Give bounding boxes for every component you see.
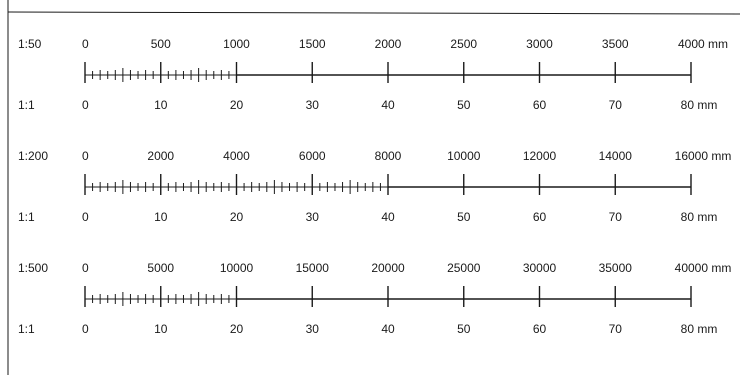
bottom-tick-label: 10 [154, 98, 168, 112]
top-tick-label: 12000 [523, 149, 557, 163]
top-tick-label: 40000 mm [675, 261, 732, 275]
bottom-tick-label: 30 [306, 322, 320, 336]
bottom-tick-label: 40 [381, 210, 395, 224]
ratio-label: 1:200 [18, 149, 48, 163]
top-tick-label: 1500 [299, 37, 326, 51]
bottom-tick-label: 60 [533, 98, 547, 112]
base-ratio-label: 1:1 [18, 210, 35, 224]
top-tick-label: 500 [151, 37, 171, 51]
top-tick-label: 4000 mm [678, 37, 728, 51]
frame-top-border [7, 11, 740, 15]
bottom-tick-label: 50 [457, 210, 471, 224]
bottom-tick-label: 50 [457, 322, 471, 336]
top-tick-label: 0 [82, 149, 89, 163]
top-tick-label: 3000 [526, 37, 553, 51]
top-tick-label: 1000 [223, 37, 250, 51]
top-tick-label: 0 [82, 261, 89, 275]
scales-group: 1:501:10 500 1000 1500 2000 2500 3000 3500 4000 … [18, 37, 731, 336]
bottom-tick-label: 60 [533, 210, 547, 224]
top-tick-label: 5000 [147, 261, 174, 275]
top-tick-label: 15000 [296, 261, 330, 275]
bottom-tick-label: 0 [82, 210, 89, 224]
bottom-tick-label: 40 [381, 98, 395, 112]
scale-block-2: 1:200 1:1 0 2000 4000 6000 8000 10000 12000 14000… [18, 149, 731, 224]
bottom-tick-label: 70 [609, 322, 623, 336]
top-tick-label: 10000 [220, 261, 254, 275]
bottom-tick-label: 30 [306, 98, 320, 112]
bottom-tick-label: 0 [82, 322, 89, 336]
bottom-tick-label: 30 [306, 210, 320, 224]
bottom-tick-label: 80 mm [681, 210, 718, 224]
bottom-tick-label: 80 mm [681, 322, 718, 336]
bottom-tick-label: 0 [82, 98, 89, 112]
scale-block-1: 1:501:10 500 1000 1500 2000 2500 3000 3500 4000 … [18, 37, 728, 112]
bottom-tick-label: 20 [230, 98, 244, 112]
bottom-tick-label: 70 [609, 210, 623, 224]
top-tick-label: 2500 [450, 37, 477, 51]
top-tick-label: 2000 [375, 37, 402, 51]
bottom-tick-label: 10 [154, 210, 168, 224]
top-tick-label: 14000 [599, 149, 633, 163]
top-tick-label: 8000 [375, 149, 402, 163]
bottom-tick-label: 10 [154, 322, 168, 336]
top-tick-label: 30000 [523, 261, 557, 275]
top-tick-label: 35000 [599, 261, 633, 275]
top-tick-label: 4000 [223, 149, 250, 163]
bottom-tick-label: 80 mm [681, 98, 718, 112]
bottom-tick-label: 20 [230, 322, 244, 336]
bottom-tick-label: 20 [230, 210, 244, 224]
bottom-tick-label: 60 [533, 322, 547, 336]
top-tick-label: 25000 [447, 261, 481, 275]
ratio-label: 1:50 [18, 37, 42, 51]
top-tick-label: 16000 mm [675, 149, 732, 163]
top-tick-label: 10000 [447, 149, 481, 163]
top-tick-label: 0 [82, 37, 89, 51]
top-tick-label: 3500 [602, 37, 629, 51]
top-tick-label: 6000 [299, 149, 326, 163]
base-ratio-label: 1:1 [18, 322, 35, 336]
base-ratio-label: 1:1 [18, 98, 35, 112]
bottom-tick-label: 40 [381, 322, 395, 336]
bottom-tick-label: 70 [609, 98, 623, 112]
top-tick-label: 20000 [371, 261, 405, 275]
bottom-tick-label: 50 [457, 98, 471, 112]
scale-block-3: 1:500 1:1 0 5000 10000 15000 20000 25000 30000 35… [18, 261, 731, 336]
top-tick-label: 2000 [147, 149, 174, 163]
ratio-label: 1:500 [18, 261, 48, 275]
